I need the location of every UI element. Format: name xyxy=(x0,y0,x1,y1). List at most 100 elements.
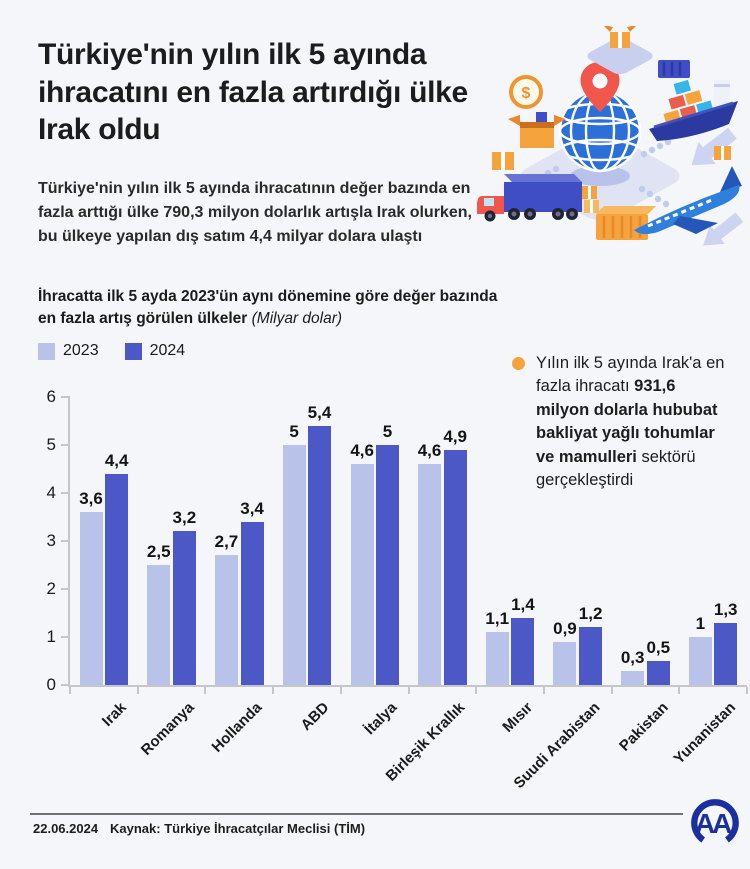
y-axis-tick xyxy=(61,684,70,686)
page-subtitle: Türkiye'nin yılın ilk 5 ayında ihracatın… xyxy=(38,180,472,245)
x-axis-tick xyxy=(475,687,478,694)
bar-value-label: 4,6 xyxy=(350,441,374,461)
svg-text:$: $ xyxy=(522,85,531,102)
bar-with-label: 1 xyxy=(688,614,712,685)
x-axis-label: Romanya xyxy=(137,699,198,759)
highlight-note: Yılın ilk 5 ayında Irak'a en fazla ihrac… xyxy=(512,352,730,493)
package-icon xyxy=(582,186,599,213)
bar-value-label: 4,4 xyxy=(104,450,129,470)
legend-label: 2023 xyxy=(63,342,99,359)
bar-group: 0,3 0,5 xyxy=(612,638,680,685)
x-axis-label: Pakistan xyxy=(615,699,672,755)
bar-2023 xyxy=(688,637,712,685)
bar-with-label: 0,3 xyxy=(620,647,645,685)
svg-text:A: A xyxy=(695,808,715,839)
container-icon xyxy=(596,206,656,240)
bar-with-label: 1,4 xyxy=(511,595,535,685)
coin-icon: $ xyxy=(509,75,543,109)
y-axis-tick-label: 3 xyxy=(46,531,56,550)
legend-label: 2024 xyxy=(149,342,186,359)
chart-title-text: İhracatta ilk 5 ayda 2023'ün aynı dönemi… xyxy=(38,288,498,328)
x-axis-labels: Irak Romanya Hollanda ABD İtalya Birleşik Kra… xyxy=(70,685,747,805)
bar-with-label: 1,3 xyxy=(714,600,738,685)
bar-value-label: 4,9 xyxy=(443,426,467,446)
legend-swatch xyxy=(124,342,142,360)
bar-group: 3,6 4,4 xyxy=(70,451,138,685)
chart-title: İhracatta ilk 5 ayda 2023'ün aynı dönemi… xyxy=(38,286,518,331)
y-axis-tick-label: 5 xyxy=(46,435,56,454)
y-axis-tick-label: 1 xyxy=(46,627,56,646)
x-axis-tick xyxy=(339,687,342,694)
bar-2023 xyxy=(553,641,577,685)
bar-with-label: 1,1 xyxy=(485,609,509,685)
container-icon xyxy=(658,60,690,78)
x-axis-tick xyxy=(746,687,748,694)
x-axis-label: Yunanistan xyxy=(670,699,740,768)
package-icon xyxy=(604,26,636,48)
airplane-icon xyxy=(634,166,742,235)
legend-swatch xyxy=(38,342,55,360)
x-axis-label: İtalya xyxy=(361,699,401,739)
bar-2024 xyxy=(443,449,467,685)
bar-with-label: 5 xyxy=(282,422,306,685)
x-axis-label: Hollanda xyxy=(208,699,266,756)
x-axis-tick xyxy=(678,687,681,694)
x-axis-tick xyxy=(610,687,613,694)
bullet-icon xyxy=(512,357,525,370)
cargo-ship-icon xyxy=(649,79,738,141)
bar-with-label: 3,2 xyxy=(172,508,197,685)
bar-with-label: 4,9 xyxy=(443,427,467,685)
arrow-icon xyxy=(691,127,737,166)
truck-icon xyxy=(477,174,582,222)
x-axis-tick xyxy=(542,687,545,694)
bar-group: 4,6 5 xyxy=(341,422,409,685)
y-axis-tick xyxy=(61,492,70,494)
bar-2024 xyxy=(714,622,738,685)
svg-text:A: A xyxy=(712,808,732,839)
bar-value-label: 3,4 xyxy=(240,498,264,518)
location-pin-icon xyxy=(580,62,620,112)
bar-with-label: 4,4 xyxy=(104,450,129,685)
bar-with-label: 2,7 xyxy=(215,532,238,685)
legend-item-2023: 2023 xyxy=(38,342,99,360)
y-axis-tick xyxy=(61,396,70,398)
bar-value-label: 3,2 xyxy=(172,508,197,528)
source-credit: Kaynak: Türkiye İhracatçılar Meclisi (Tİ… xyxy=(110,821,366,836)
bar-with-label: 0,9 xyxy=(553,619,577,685)
bar-group: 1,1 1,4 xyxy=(476,595,544,685)
publish-date: 22.06.2024 xyxy=(33,821,99,836)
bar-value-label: 5 xyxy=(382,422,393,441)
y-axis-tick xyxy=(61,636,70,638)
bar-with-label: 4,6 xyxy=(350,441,374,685)
bar-with-label: 5,4 xyxy=(308,403,331,685)
bar-group: 2,7 3,4 xyxy=(205,499,273,685)
bar-with-label: 1,2 xyxy=(579,604,602,685)
bar-2024 xyxy=(375,445,399,685)
bar-with-label: 5 xyxy=(375,422,399,685)
bar-group: 5 5,4 xyxy=(273,403,341,685)
x-axis-label: Irak xyxy=(98,699,130,730)
aa-agency-logo: A A xyxy=(691,799,739,847)
bar-value-label: 0,9 xyxy=(553,618,577,638)
bar-2023 xyxy=(418,464,442,685)
bar-plot: Irak Romanya Hollanda ABD İtalya Birleşik Kra… xyxy=(47,387,748,792)
open-box-icon xyxy=(508,112,566,148)
page-title: Türkiye'nin yılın ilk 5 ayında ihracatın… xyxy=(38,38,468,146)
logistics-illustration: $ xyxy=(477,26,744,246)
bar-2023 xyxy=(350,464,374,685)
x-axis-label: Mısır xyxy=(499,699,537,736)
bar-value-label: 3,6 xyxy=(79,489,103,509)
legend-item-2024: 2024 xyxy=(124,342,186,360)
x-axis-tick xyxy=(272,687,275,694)
platform-icon xyxy=(587,38,653,74)
bar-value-label: 0,5 xyxy=(646,638,671,657)
y-axis-tick xyxy=(61,540,70,542)
x-axis-label: Birleşik Krallık xyxy=(382,699,469,785)
bar-value-label: 0,3 xyxy=(620,647,645,667)
bar-with-label: 3,6 xyxy=(79,489,103,685)
package-icon xyxy=(492,146,731,170)
bar-with-label: 2,5 xyxy=(147,542,171,685)
bar-value-label: 1,1 xyxy=(485,609,510,629)
bar-with-label: 4,6 xyxy=(418,441,442,685)
